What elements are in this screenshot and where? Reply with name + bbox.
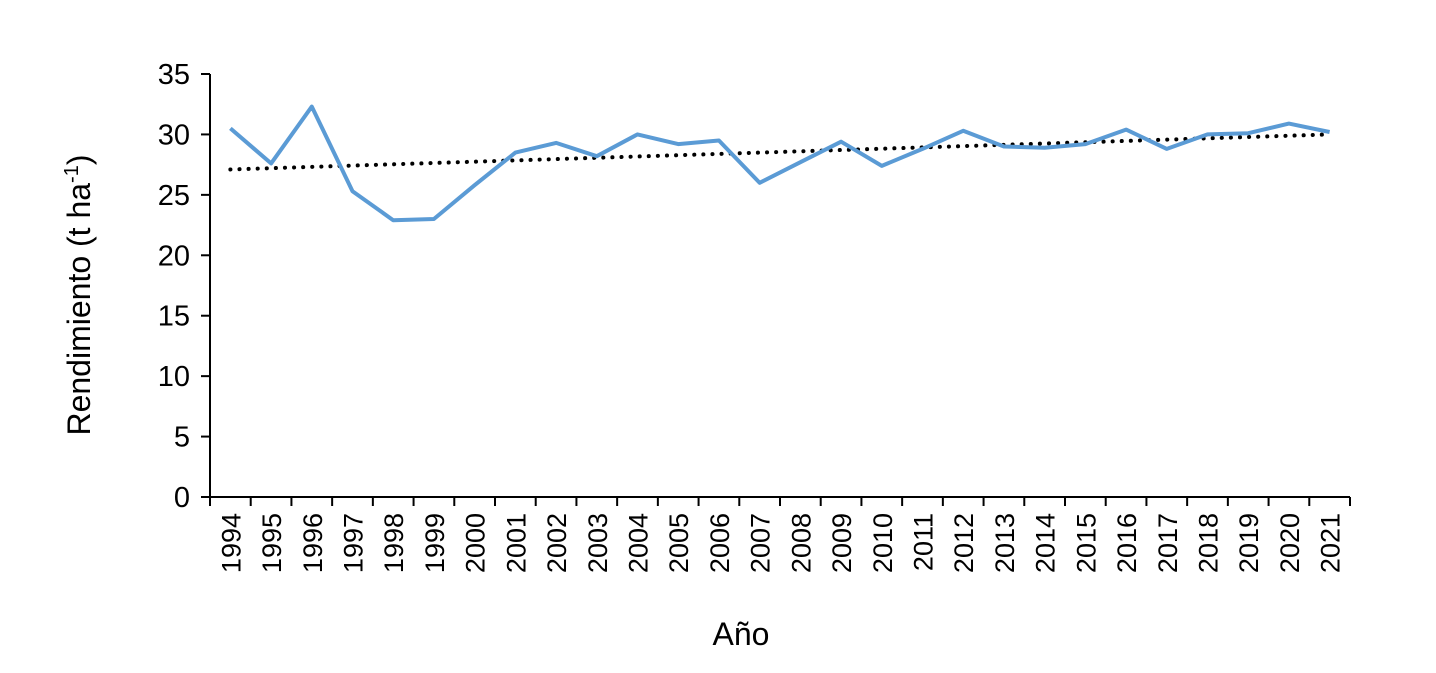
y-axis-title-close: ) bbox=[61, 154, 97, 165]
x-tick-label: 2021 bbox=[1316, 513, 1346, 573]
y-tick-label: 0 bbox=[174, 482, 190, 514]
x-tick-label: 2003 bbox=[583, 513, 613, 573]
x-tick-label: 2007 bbox=[746, 513, 776, 573]
x-tick-label: 2012 bbox=[949, 513, 979, 573]
x-tick-label: 1998 bbox=[379, 513, 409, 573]
x-tick-label: 2010 bbox=[868, 513, 898, 573]
x-tick-label: 2020 bbox=[1275, 513, 1305, 573]
x-tick-label: 1997 bbox=[339, 513, 369, 573]
series-line bbox=[229, 104, 1331, 223]
x-tick-label: 2002 bbox=[542, 513, 572, 573]
series-group bbox=[229, 104, 1331, 223]
y-tick-label: 10 bbox=[158, 361, 190, 393]
x-tick-label: 1994 bbox=[216, 513, 246, 573]
x-tick-label: 2013 bbox=[990, 513, 1020, 573]
x-tick-label: 2006 bbox=[705, 513, 735, 573]
x-tick-label: 1995 bbox=[257, 513, 287, 573]
x-tick-label: 2009 bbox=[827, 513, 857, 573]
x-tick-label: 2014 bbox=[1031, 513, 1061, 573]
x-tick-label: 2017 bbox=[1153, 513, 1183, 573]
x-tick-label: 2000 bbox=[461, 513, 491, 573]
y-tick-label: 25 bbox=[158, 180, 190, 212]
y-tick-label: 30 bbox=[158, 119, 190, 151]
y-tick-label: 20 bbox=[158, 240, 190, 272]
y-tick-label: 15 bbox=[158, 301, 190, 333]
x-tick-label: 2019 bbox=[1234, 513, 1264, 573]
x-tick-label: 1996 bbox=[298, 513, 328, 573]
y-tick-label: 35 bbox=[158, 59, 190, 91]
x-tick-label: 2005 bbox=[664, 513, 694, 573]
x-tick-label: 2015 bbox=[1071, 513, 1101, 573]
y-axis-ticks: 0 5 10 15 20 25 30 35 bbox=[158, 59, 210, 514]
x-tick-label: 2011 bbox=[909, 513, 939, 571]
x-tick-label: 2004 bbox=[624, 513, 654, 573]
x-tick-label: 2016 bbox=[1112, 513, 1142, 573]
trendline bbox=[228, 132, 1332, 172]
x-tick-label: 2018 bbox=[1194, 513, 1224, 573]
x-tick-label: 2008 bbox=[786, 513, 816, 573]
y-axis-title-superscript: -1 bbox=[61, 165, 83, 183]
y-axis-title: Rendimiento (t ha-1) bbox=[61, 154, 97, 435]
x-axis-title: Año bbox=[713, 616, 770, 652]
x-axis-ticks: 1994 1995 1996 1997 1998 1999 2000 2001 2002 2003… bbox=[209, 497, 1351, 573]
x-tick-label: 2001 bbox=[501, 513, 531, 573]
x-tick-label: 1999 bbox=[420, 513, 450, 573]
y-axis-title-main: Rendimiento (t ha bbox=[61, 183, 97, 436]
trendline-group bbox=[228, 132, 1332, 172]
y-tick-label: 5 bbox=[174, 422, 190, 454]
